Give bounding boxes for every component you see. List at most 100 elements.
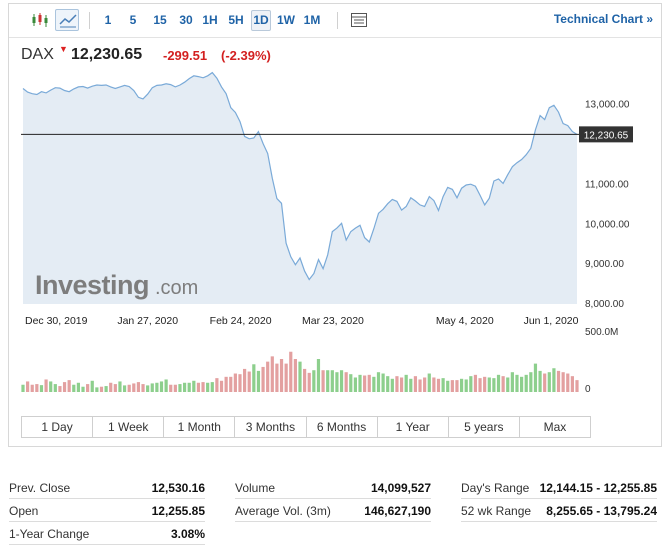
volume-bar [293, 359, 297, 392]
volume-bar [164, 379, 168, 392]
range-tab-5-years[interactable]: 5 years [448, 417, 520, 437]
volume-bar [182, 382, 187, 392]
y-tick-label: 9,000.00 [585, 259, 624, 270]
volume-bar [515, 374, 519, 392]
volume-bar [86, 384, 90, 392]
volume-bar [72, 384, 76, 392]
volume-bar [30, 384, 34, 392]
volume-bar [159, 381, 164, 392]
range-tab-1-year[interactable]: 1 Year [377, 417, 449, 437]
area-chart-icon[interactable] [55, 9, 79, 31]
interval-button-5[interactable]: 5 [129, 13, 137, 27]
volume-bar [353, 377, 358, 392]
interval-button-1d[interactable]: 1D [251, 10, 271, 31]
volume-bar [127, 384, 131, 392]
volume-bar [261, 366, 265, 392]
volume-bar [427, 373, 431, 392]
volume-bar [196, 382, 201, 392]
stat-volume: Volume 14,099,527 [235, 477, 431, 499]
volume-bar [529, 372, 533, 392]
technical-chart-link[interactable]: Technical Chart » [553, 12, 653, 26]
price-chart[interactable]: Investing .com12,230.658,000.009,000.0010… [9, 4, 661, 414]
volume-bar [543, 373, 547, 392]
interval-button-5h[interactable]: 5H [228, 13, 244, 27]
volume-zero-label: 0 [585, 384, 591, 395]
volume-bar [556, 370, 561, 392]
stat-label: 52 wk Range [461, 504, 532, 518]
price-line [22, 71, 578, 281]
volume-bar [224, 376, 228, 392]
range-tab-6-months[interactable]: 6 Months [306, 417, 378, 437]
stat-value: 3.08% [170, 527, 205, 541]
table-view-icon[interactable] [346, 9, 370, 31]
volume-bar [469, 376, 473, 392]
volume-bar [118, 381, 122, 392]
interval-button-30[interactable]: 30 [179, 13, 193, 27]
volume-bar [404, 374, 408, 392]
x-tick-label: Mar 23, 2020 [302, 315, 364, 327]
stat-value: 146,627,190 [364, 504, 431, 518]
key-statistics: Prev. Close 12,530.16 Open 12,255.85 1-Year … [0, 477, 672, 557]
volume-bar [303, 368, 307, 392]
candlestick-chart-icon[interactable] [27, 9, 51, 31]
volume-bar [455, 380, 459, 392]
volume-bar [316, 359, 321, 392]
toolbar-separator [337, 12, 338, 29]
range-tab-1-month[interactable]: 1 Month [164, 417, 236, 437]
last-price-tag: 12,230.65 [584, 130, 629, 141]
volume-bar [132, 383, 136, 392]
interval-button-15[interactable]: 15 [153, 13, 167, 27]
volume-bar [418, 379, 422, 392]
investing-watermark-suffix: .com [155, 277, 198, 299]
stat-open: Open 12,255.85 [9, 500, 205, 522]
volume-bar [284, 363, 288, 392]
range-tab-3-months[interactable]: 3 Months [235, 417, 307, 437]
volume-bar [395, 376, 399, 392]
volume-bar [169, 384, 173, 392]
stat-52-wk-range: 52 wk Range 8,255.65 - 13,795.24 [461, 500, 657, 522]
interval-button-1[interactable]: 1 [104, 13, 112, 27]
volume-bar [229, 376, 233, 392]
range-tab-1-week[interactable]: 1 Week [93, 417, 165, 437]
volume-bar [266, 361, 270, 392]
range-tab-max[interactable]: Max [519, 417, 590, 437]
volume-bar [210, 382, 214, 392]
volume-bar [26, 381, 30, 392]
volume-bar [335, 372, 339, 392]
volume-bar [423, 377, 427, 392]
stat-label: Prev. Close [9, 481, 71, 495]
x-tick-label: Jun 1, 2020 [524, 315, 579, 327]
volume-bar [178, 384, 182, 392]
volume-bar [58, 386, 62, 392]
interval-button-1m[interactable]: 1M [303, 13, 321, 27]
stat-label: Open [9, 504, 39, 518]
volume-bar [570, 376, 574, 392]
price-area [23, 72, 577, 304]
volume-bar [256, 370, 261, 392]
volume-bar [113, 384, 117, 392]
volume-bar [95, 387, 99, 392]
volume-bar [390, 378, 394, 392]
price-change: -299.51 [163, 48, 208, 63]
volume-bar [67, 380, 71, 392]
volume-bar [289, 351, 293, 392]
volume-bar [312, 370, 316, 392]
stat-value: 12,144.15 - 12,255.85 [539, 481, 657, 495]
volume-bar [49, 381, 53, 392]
volume-bar [566, 373, 570, 392]
volume-bar [321, 370, 325, 392]
volume-bar [363, 375, 367, 392]
interval-button-1h[interactable]: 1H [202, 13, 218, 27]
volume-bar [533, 363, 538, 392]
volume-bar [233, 373, 237, 392]
range-tab-1-day[interactable]: 1 Day [22, 417, 94, 437]
interval-button-1w[interactable]: 1W [277, 13, 295, 27]
volume-bar [44, 379, 48, 392]
volume-bar [330, 370, 334, 392]
stat-label: Day's Range [461, 481, 530, 495]
chart-widget: 1 5 15 30 1H 5H 1D 1W 1M Technical Chart » DAX ▼… [8, 3, 662, 447]
volume-bar [109, 382, 113, 392]
volume-bar [252, 364, 256, 392]
stat-value: 12,255.85 [151, 504, 205, 518]
volume-bar [519, 376, 524, 392]
